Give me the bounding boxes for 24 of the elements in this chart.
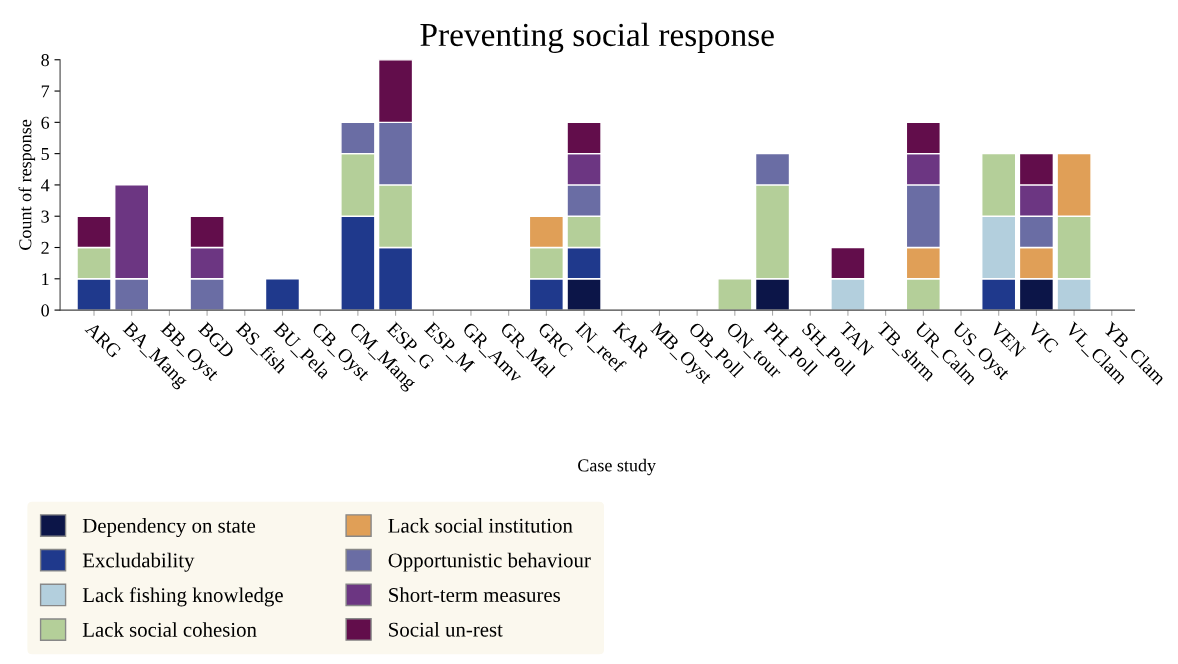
x-tick-label: ARG <box>84 321 123 359</box>
legend-label: Short-term measures <box>389 587 560 603</box>
legend-label: Excludability <box>82 552 195 572</box>
legend-label: Social un-rest <box>389 622 503 637</box>
x-axis-title: Case study <box>578 458 656 476</box>
x-tick-label: VIC <box>1026 321 1059 354</box>
bar <box>264 278 301 311</box>
legend-label: Lack social cohesion <box>82 622 257 637</box>
legend-label: Lack social institution <box>388 518 573 533</box>
y-tick-label: 1 <box>42 273 49 286</box>
y-tick-label: 3 <box>41 210 49 223</box>
legend-label: Lack fishing knowledge <box>82 587 283 607</box>
bar <box>717 278 753 311</box>
y-tick-label: 0 <box>41 304 49 317</box>
y-tick-label: 6 <box>41 116 50 129</box>
y-tick-label: 8 <box>41 54 49 67</box>
legend-label: Dependency on state <box>82 518 256 538</box>
y-tick-label: 5 <box>41 148 49 161</box>
y-tick-label: 7 <box>41 85 50 98</box>
y-axis-title: Count of response <box>18 119 36 250</box>
legend-label: Opportunistic behaviour <box>388 552 591 572</box>
y-tick-label: 4 <box>40 179 50 192</box>
y-tick-label: 2 <box>41 241 49 254</box>
chart-title: Preventing social response <box>420 22 774 54</box>
